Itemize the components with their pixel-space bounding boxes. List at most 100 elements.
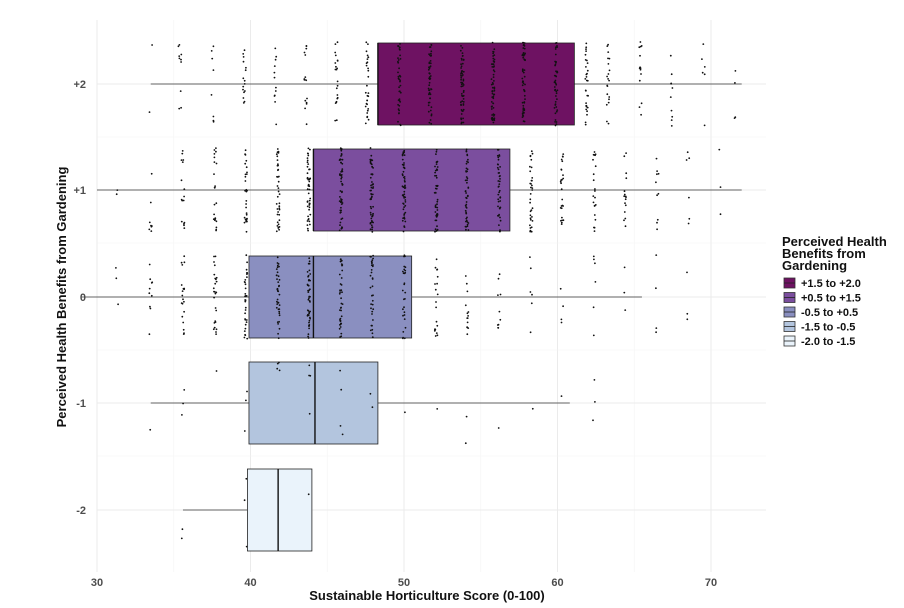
jitter-point (369, 176, 372, 179)
jitter-point (245, 66, 247, 69)
jitter-point (434, 219, 437, 222)
jitter-point (276, 221, 279, 224)
jitter-point (277, 332, 279, 335)
jitter-point (465, 162, 468, 165)
jitter-point (339, 291, 341, 293)
x-tick-label: 40 (244, 577, 256, 589)
jitter-point (562, 305, 564, 308)
jitter-point (719, 186, 722, 189)
jitter-point (182, 328, 185, 331)
jitter-point (688, 196, 690, 199)
legend-title-line-3: Gardening (782, 258, 847, 273)
jitter-point (180, 159, 183, 162)
jitter-point (523, 90, 526, 93)
jitter-point (686, 271, 688, 274)
jitter-point (459, 101, 462, 104)
jitter-point (339, 425, 342, 427)
jitter-point (523, 75, 526, 78)
jitter-point (215, 278, 217, 281)
jitter-point (556, 98, 558, 100)
jitter-point (460, 85, 463, 88)
jitter-point (245, 200, 248, 202)
jitter-point (399, 124, 402, 127)
jitter-point (497, 158, 500, 161)
x-tick-label: 70 (705, 577, 717, 589)
jitter-point (522, 111, 524, 113)
jitter-point (308, 269, 311, 272)
jitter-point (278, 207, 281, 210)
jitter-point (466, 154, 469, 157)
jitter-point (686, 151, 689, 154)
jitter-point (592, 158, 594, 161)
jitter-point (307, 218, 310, 221)
jitter-point (562, 177, 565, 180)
jitter-point (465, 148, 468, 151)
jitter-point (554, 53, 557, 56)
jitter-point (244, 162, 247, 165)
jitter-point (370, 220, 373, 222)
boxplots (81, 42, 742, 552)
jitter-point (594, 165, 597, 168)
jitter-point (340, 171, 342, 173)
jitter-point (522, 41, 525, 44)
jitter-point (523, 47, 526, 50)
jitter-point (403, 154, 406, 157)
jitter-point (278, 293, 281, 296)
jitter-point (245, 159, 248, 162)
jitter-point (531, 207, 534, 210)
jitter-point (371, 277, 374, 280)
jitter-point (462, 117, 464, 120)
jitter-point (555, 42, 558, 44)
jitter-point (336, 41, 339, 44)
jitter-point (275, 274, 278, 277)
jitter-point (150, 294, 153, 297)
jitter-point (181, 152, 184, 155)
jitter-point (435, 176, 438, 179)
jitter-point (304, 107, 306, 110)
jitter-point (434, 230, 436, 233)
jitter-point (493, 48, 496, 51)
jitter-point (623, 195, 626, 198)
jitter-point (498, 310, 501, 313)
jitter-point (491, 119, 494, 122)
jitter-point (623, 155, 626, 158)
jitter-point (367, 69, 370, 72)
jitter-point (435, 306, 437, 309)
jitter-point (523, 53, 526, 56)
jitter-point (277, 163, 279, 166)
jitter-point (593, 214, 596, 216)
jitter-point (212, 45, 215, 48)
jitter-point (639, 66, 641, 69)
legend-label: -0.5 to +0.5 (801, 307, 858, 319)
jitter-point (436, 184, 439, 187)
jitter-point (524, 98, 526, 100)
jitter-point (623, 211, 626, 213)
jitter-point (555, 75, 558, 78)
jitter-point (212, 115, 215, 118)
jitter-point (341, 158, 344, 161)
legend-label: -1.5 to -0.5 (801, 322, 855, 334)
jitter-point (371, 259, 374, 262)
jitter-point (306, 172, 309, 175)
jitter-point (183, 221, 186, 224)
jitter-point (436, 166, 439, 168)
jitter-point (334, 119, 337, 122)
jitter-point (403, 306, 405, 309)
jitter-point (242, 53, 245, 55)
jitter-point (428, 76, 431, 78)
jitter-point (608, 79, 610, 82)
jitter-point (462, 98, 465, 100)
jitter-point (341, 190, 343, 193)
jitter-point (404, 269, 407, 272)
jitter-point (493, 58, 496, 61)
jitter-point (554, 121, 556, 123)
jitter-point (434, 165, 436, 168)
legend-label: -2.0 to -1.5 (801, 336, 855, 348)
x-tick-label: 50 (398, 577, 410, 589)
jitter-point (245, 321, 248, 323)
jitter-point (521, 54, 524, 57)
jitter-point (401, 185, 404, 188)
jitter-point (307, 335, 309, 338)
jitter-point (701, 58, 703, 60)
jitter-point (497, 294, 499, 296)
